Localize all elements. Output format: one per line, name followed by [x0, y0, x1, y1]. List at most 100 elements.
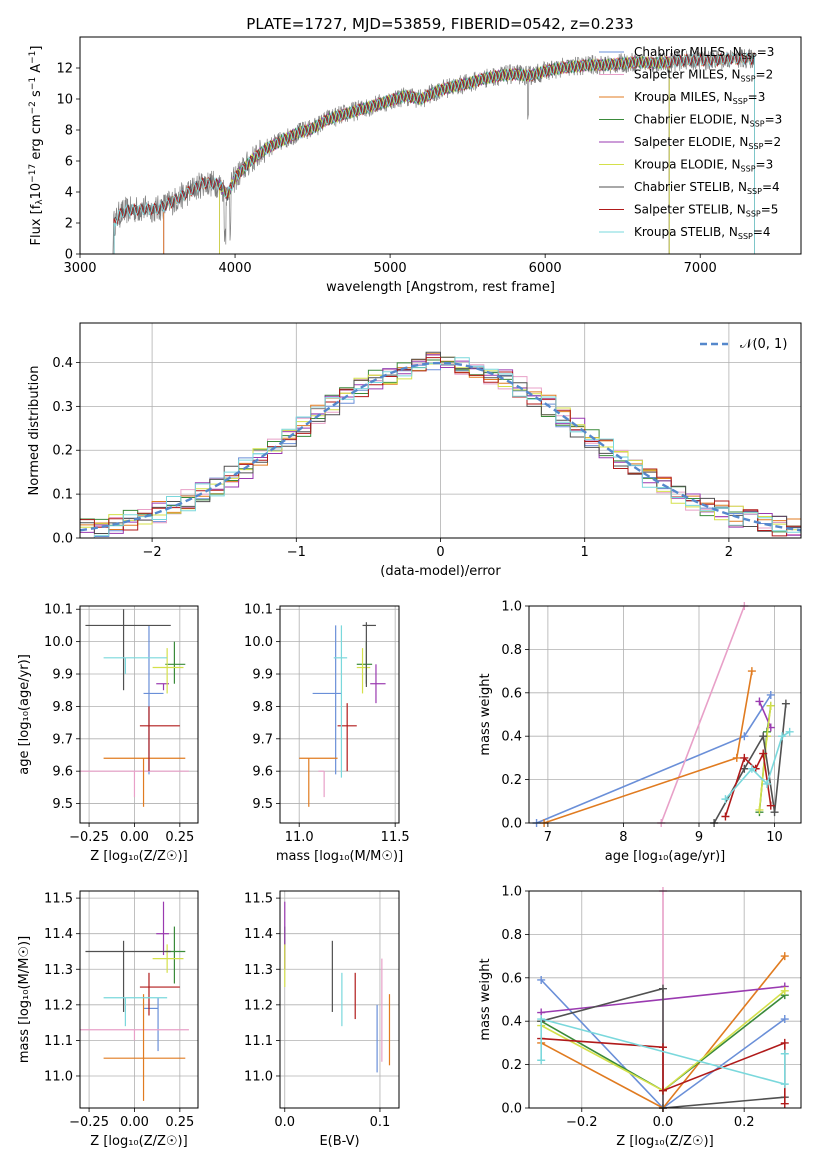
x-axis-label: (data-model)/error — [380, 564, 501, 579]
y-tick-label: 10.0 — [44, 635, 73, 650]
weight-marker — [537, 1056, 546, 1065]
errorbar-axes-3 — [280, 606, 399, 823]
x-tick-label: 0.25 — [165, 1115, 194, 1130]
x-tick-label: 0.0 — [653, 1115, 674, 1130]
x-axis-label: wavelength [Angstrom, rest frame] — [326, 280, 555, 295]
weight-marker — [780, 1080, 789, 1089]
y-tick-label: 0.0 — [52, 532, 73, 547]
normal-curve — [79, 361, 802, 532]
x-tick-label: 10 — [766, 830, 783, 845]
weight-marker — [747, 764, 756, 773]
y-axis-label: mass weight — [478, 958, 493, 1040]
weight-marker — [766, 701, 775, 710]
x-tick-label: 0.1 — [370, 1115, 391, 1130]
axes-frame — [279, 605, 400, 824]
weight-marker — [537, 1015, 546, 1024]
legend-entry: Salpeter STELIB, NSSP=5 — [634, 203, 778, 219]
x-tick-label: 4000 — [219, 261, 252, 276]
legend-entry: Kroupa ELODIE, NSSP=3 — [634, 158, 773, 174]
x-tick-label: −0.25 — [69, 830, 109, 845]
axes-frame — [79, 36, 802, 255]
y-tick-label: 0.4 — [52, 356, 73, 371]
x-tick-label: 0.0 — [274, 1115, 295, 1130]
y-tick-label: 0.0 — [501, 817, 522, 832]
weight-marker — [780, 1015, 789, 1024]
axes-frame — [79, 890, 199, 1109]
y-tick-label: 0.4 — [501, 730, 522, 745]
y-tick-label: 0.8 — [501, 643, 522, 658]
chart-title: PLATE=1727, MJD=53859, FIBERID=0542, z=0… — [246, 15, 633, 33]
y-tick-label: 11.2 — [44, 998, 73, 1013]
x-tick-label: 0.00 — [120, 830, 149, 845]
y-tick-label: 11.4 — [244, 927, 273, 942]
weight-line-8 — [540, 1017, 786, 1086]
y-tick-label: 9.8 — [52, 700, 73, 715]
axes-frame — [79, 605, 199, 824]
legend-entry: Salpeter ELODIE, NSSP=2 — [634, 135, 781, 151]
x-tick-label: 7000 — [684, 261, 717, 276]
errorbar-axes-2 — [80, 606, 198, 823]
y-tick-label: 10.1 — [244, 603, 273, 618]
weight-marker — [780, 986, 789, 995]
x-tick-label: 0 — [436, 545, 444, 560]
x-tick-label: −0.25 — [69, 1115, 109, 1130]
axes-frame — [528, 605, 802, 824]
y-tick-label: 9.5 — [52, 797, 73, 812]
y-tick-label: 10.0 — [244, 635, 273, 650]
legend-entry: Chabrier ELODIE, NSSP=3 — [634, 113, 782, 129]
y-tick-label: 0.1 — [52, 488, 73, 503]
x-axis-label: Z [log₁₀(Z/Z☉)] — [90, 849, 187, 864]
x-tick-label: 2 — [725, 545, 733, 560]
model-spectrum-6 — [113, 51, 755, 254]
y-tick-label: 2 — [65, 217, 73, 232]
legend-entry: Chabrier STELIB, NSSP=4 — [634, 180, 780, 196]
y-tick-label: 0.6 — [501, 686, 522, 701]
weight-marker — [780, 1099, 789, 1108]
x-axis-label: Z [log₁₀(Z/Z☉)] — [90, 1134, 187, 1149]
y-tick-label: 9.9 — [52, 668, 73, 683]
y-tick-label: 11.3 — [244, 963, 273, 978]
y-tick-label: 9.7 — [252, 732, 273, 747]
axes-frame — [279, 890, 400, 1109]
weight-marker — [781, 699, 790, 708]
weight-marker — [747, 667, 756, 676]
x-tick-label: 7 — [544, 830, 552, 845]
weight-marker — [658, 984, 667, 993]
x-axis-label: age [log₁₀(age/yr)] — [605, 849, 726, 864]
y-tick-label: 0.0 — [501, 1102, 522, 1117]
weight-marker — [780, 1049, 789, 1058]
y-tick-label: 11.2 — [244, 998, 273, 1013]
x-tick-label: 11.0 — [285, 830, 314, 845]
y-axis-label: Flux [fλ10−17 erg cm−2 s−1 A−1] — [28, 46, 45, 246]
y-tick-label: 12 — [56, 62, 73, 77]
x-tick-label: 1 — [581, 545, 589, 560]
weight-axes-4 — [529, 605, 801, 824]
y-tick-label: 10.1 — [44, 603, 73, 618]
weight-marker — [766, 690, 775, 699]
x-tick-label: −2 — [143, 545, 162, 560]
y-tick-label: 9.6 — [252, 765, 273, 780]
errorbar-axes-6 — [280, 891, 399, 1108]
x-tick-label: 3000 — [63, 261, 96, 276]
weight-marker — [759, 749, 768, 758]
model-spectrum-5 — [219, 55, 670, 254]
y-tick-label: 0 — [65, 248, 73, 263]
x-tick-label: 11.5 — [381, 830, 410, 845]
weight-marker — [763, 779, 771, 788]
weight-marker — [759, 732, 768, 741]
x-tick-label: −1 — [287, 545, 306, 560]
y-tick-label: 0.4 — [501, 1015, 522, 1030]
histogram-8 — [80, 357, 801, 539]
weight-marker — [766, 801, 775, 810]
x-tick-label: 5000 — [374, 261, 407, 276]
weight-marker — [740, 732, 749, 741]
y-tick-label: 9.7 — [52, 732, 73, 747]
x-axis-label: E(B-V) — [319, 1134, 359, 1149]
legend-entry: Salpeter MILES, NSSP=2 — [634, 68, 773, 84]
weight-marker — [785, 727, 794, 736]
model-spectrum-7 — [113, 51, 755, 254]
y-tick-label: 6 — [65, 155, 73, 170]
y-axis-label: mass [log₁₀(M/M☉)] — [17, 936, 32, 1063]
x-axis-label: Z [log₁₀(Z/Z☉)] — [616, 1134, 713, 1149]
x-tick-label: 9 — [695, 830, 703, 845]
